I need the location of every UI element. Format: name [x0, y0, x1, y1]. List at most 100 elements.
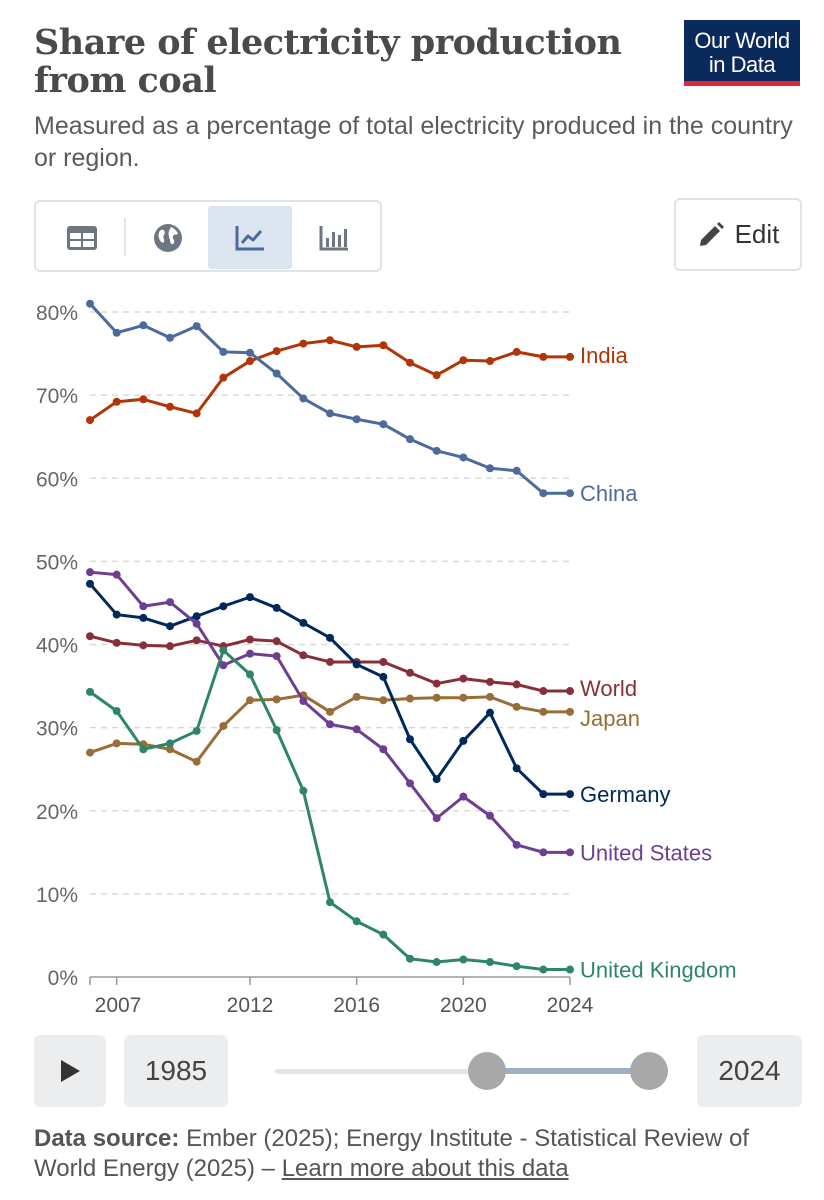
- data-point[interactable]: [432, 446, 441, 455]
- data-point[interactable]: [272, 637, 281, 646]
- data-point[interactable]: [219, 373, 228, 382]
- data-point[interactable]: [192, 757, 201, 766]
- data-point[interactable]: [432, 958, 441, 967]
- data-point[interactable]: [192, 409, 201, 418]
- data-point[interactable]: [112, 570, 121, 579]
- data-point[interactable]: [539, 965, 548, 974]
- data-point[interactable]: [539, 707, 548, 716]
- data-point[interactable]: [539, 790, 548, 799]
- data-point[interactable]: [352, 415, 361, 424]
- data-point[interactable]: [272, 695, 281, 704]
- data-point[interactable]: [192, 726, 201, 735]
- data-point[interactable]: [166, 739, 174, 748]
- data-point[interactable]: [486, 677, 494, 686]
- data-point[interactable]: [379, 696, 388, 705]
- data-point[interactable]: [352, 660, 361, 669]
- data-point[interactable]: [566, 848, 574, 857]
- data-point[interactable]: [406, 694, 414, 703]
- data-point[interactable]: [299, 651, 308, 660]
- data-point[interactable]: [326, 657, 334, 666]
- play-button[interactable]: [34, 1035, 106, 1107]
- tab-map[interactable]: [126, 206, 210, 269]
- series-label[interactable]: Germany: [580, 782, 670, 807]
- tab-chart[interactable]: [208, 206, 292, 269]
- data-point[interactable]: [486, 464, 494, 473]
- data-point[interactable]: [512, 962, 521, 971]
- data-point[interactable]: [166, 402, 174, 411]
- data-point[interactable]: [272, 652, 281, 661]
- data-point[interactable]: [406, 435, 414, 444]
- data-point[interactable]: [432, 371, 441, 380]
- data-point[interactable]: [459, 356, 468, 365]
- data-point[interactable]: [486, 958, 494, 967]
- data-point[interactable]: [246, 357, 254, 366]
- data-point[interactable]: [432, 775, 441, 784]
- series-label[interactable]: Japan: [580, 706, 640, 731]
- data-point[interactable]: [86, 579, 94, 588]
- timeline-slider-track[interactable]: [275, 1069, 650, 1074]
- series-line-china[interactable]: [88, 302, 570, 495]
- data-point[interactable]: [539, 848, 548, 857]
- data-point[interactable]: [272, 347, 281, 356]
- data-point[interactable]: [379, 745, 388, 754]
- data-point[interactable]: [112, 397, 121, 406]
- data-point[interactable]: [566, 687, 574, 696]
- data-point[interactable]: [432, 679, 441, 688]
- data-point[interactable]: [112, 328, 121, 337]
- data-point[interactable]: [219, 721, 228, 730]
- data-point[interactable]: [166, 745, 174, 754]
- data-point[interactable]: [272, 369, 281, 378]
- data-point[interactable]: [246, 593, 254, 602]
- series-label[interactable]: China: [580, 481, 638, 506]
- data-point[interactable]: [459, 955, 468, 964]
- data-point[interactable]: [299, 339, 308, 348]
- data-point[interactable]: [112, 638, 121, 647]
- data-point[interactable]: [246, 670, 254, 679]
- data-point[interactable]: [139, 321, 148, 330]
- data-point[interactable]: [86, 748, 94, 757]
- data-point[interactable]: [566, 965, 574, 974]
- data-point[interactable]: [512, 764, 521, 773]
- data-point[interactable]: [86, 299, 94, 308]
- data-point[interactable]: [406, 358, 414, 367]
- data-point[interactable]: [192, 636, 201, 645]
- data-point[interactable]: [112, 739, 121, 748]
- data-point[interactable]: [139, 613, 148, 622]
- data-point[interactable]: [299, 786, 308, 795]
- data-point[interactable]: [566, 352, 574, 361]
- data-point[interactable]: [566, 790, 574, 799]
- data-point[interactable]: [246, 348, 254, 357]
- data-point[interactable]: [299, 394, 308, 403]
- data-point[interactable]: [86, 568, 94, 577]
- data-point[interactable]: [219, 646, 228, 655]
- timeline-end-handle[interactable]: [630, 1052, 668, 1090]
- data-point[interactable]: [459, 693, 468, 702]
- data-point[interactable]: [326, 707, 334, 716]
- data-point[interactable]: [486, 811, 494, 820]
- data-point[interactable]: [139, 641, 148, 650]
- data-point[interactable]: [272, 726, 281, 735]
- data-point[interactable]: [486, 357, 494, 366]
- data-point[interactable]: [566, 707, 574, 716]
- data-point[interactable]: [406, 668, 414, 677]
- data-point[interactable]: [219, 347, 228, 356]
- data-point[interactable]: [512, 840, 521, 849]
- data-point[interactable]: [379, 420, 388, 429]
- data-point[interactable]: [166, 622, 174, 631]
- data-point[interactable]: [352, 725, 361, 734]
- data-point[interactable]: [86, 687, 94, 696]
- data-point[interactable]: [406, 954, 414, 963]
- data-point[interactable]: [86, 416, 94, 425]
- series-line-india[interactable]: [89, 338, 570, 422]
- data-point[interactable]: [219, 602, 228, 611]
- data-point[interactable]: [112, 707, 121, 715]
- series-label[interactable]: India: [580, 343, 628, 368]
- data-point[interactable]: [246, 635, 254, 644]
- owid-logo[interactable]: Our World in Data: [684, 20, 800, 86]
- data-point[interactable]: [326, 409, 334, 418]
- series-label[interactable]: United States: [580, 840, 712, 865]
- timeline-start-handle[interactable]: [468, 1052, 506, 1090]
- data-point[interactable]: [459, 792, 468, 801]
- data-point[interactable]: [326, 720, 334, 729]
- edit-button[interactable]: Edit: [674, 198, 802, 271]
